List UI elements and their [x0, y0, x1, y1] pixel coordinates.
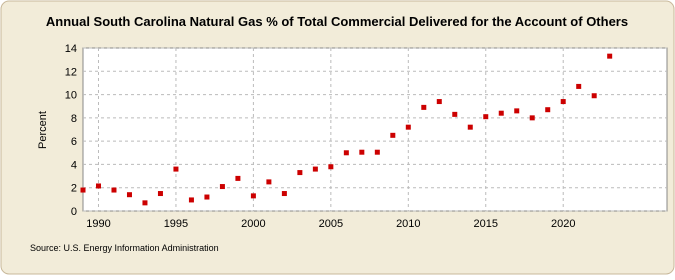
- point: [405, 124, 411, 130]
- point: [452, 111, 458, 117]
- x-tick-label: 2000: [241, 218, 265, 230]
- point: [576, 83, 582, 89]
- point: [560, 99, 566, 105]
- point: [95, 183, 101, 189]
- point: [219, 184, 225, 190]
- chart-title: Annual South Carolina Natural Gas % of T…: [46, 14, 628, 29]
- y-tick-label: 6: [71, 136, 77, 148]
- point: [343, 150, 349, 156]
- y-axis-label: Percent: [37, 111, 49, 149]
- point: [312, 166, 318, 172]
- point: [266, 179, 272, 185]
- point: [297, 170, 303, 176]
- point: [250, 193, 256, 199]
- point: [188, 197, 194, 203]
- point: [157, 191, 163, 197]
- point: [467, 124, 473, 130]
- point: [359, 149, 365, 155]
- point: [142, 200, 148, 206]
- point: [591, 93, 597, 99]
- point: [498, 110, 504, 116]
- y-tick-label: 10: [65, 90, 77, 102]
- point: [436, 99, 442, 105]
- x-tick-label: 2010: [396, 218, 420, 230]
- y-tick-label: 12: [65, 66, 77, 78]
- x-tick-label: 1990: [86, 218, 110, 230]
- point: [607, 53, 613, 59]
- point: [328, 164, 334, 170]
- point: [235, 175, 241, 181]
- point: [281, 191, 287, 197]
- point: [421, 104, 427, 110]
- point: [529, 115, 535, 121]
- point: [111, 187, 117, 193]
- x-tick-label: 2005: [319, 218, 343, 230]
- point: [204, 194, 210, 200]
- y-tick-label: 2: [71, 183, 77, 195]
- x-tick-label: 1995: [164, 218, 188, 230]
- point: [390, 132, 396, 138]
- plot-area: [82, 47, 668, 212]
- point: [173, 166, 179, 172]
- point: [374, 149, 380, 155]
- point: [514, 108, 520, 114]
- y-tick-label: 4: [71, 159, 77, 171]
- source: Source: U.S. Energy Information Administ…: [30, 243, 219, 253]
- point: [483, 114, 489, 120]
- x-tick-label: 2015: [474, 218, 498, 230]
- y-tick-label: 8: [71, 113, 77, 125]
- x-tick-label: 2020: [551, 218, 575, 230]
- y-tick-label: 14: [65, 43, 77, 55]
- point: [126, 192, 132, 198]
- point: [80, 187, 86, 193]
- y-tick-label: 0: [71, 206, 77, 218]
- point: [545, 107, 551, 113]
